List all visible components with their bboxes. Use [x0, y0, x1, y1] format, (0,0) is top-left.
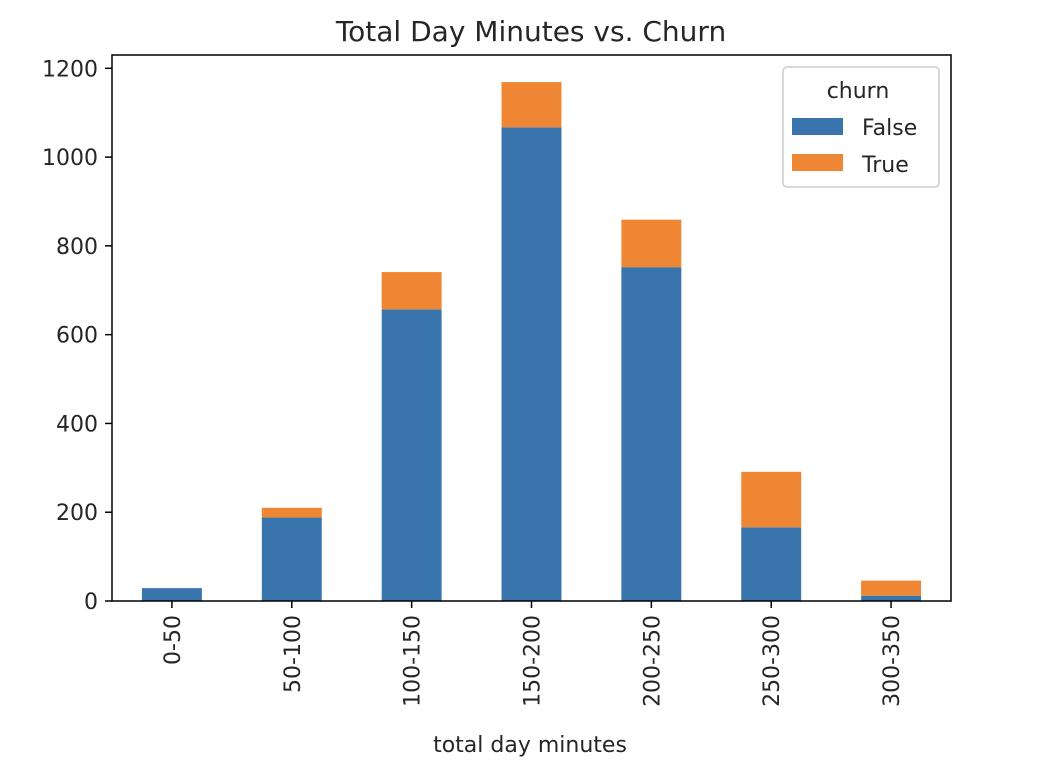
y-tick-label-1200: 1200 [42, 57, 98, 82]
bar-250-300-true [741, 471, 802, 528]
chart-title: Total Day Minutes vs. Churn [335, 15, 726, 48]
legend: churn False True [782, 66, 940, 188]
x-axis: 0-50 50-100 100-150 150-200 200-250 250-300 30… [161, 601, 905, 707]
bar-300-350-true [861, 580, 922, 596]
x-tick-label-300-350: 300-350 [880, 615, 905, 707]
x-tick-label-50-100: 50-100 [281, 615, 306, 693]
y-tick-label-600: 600 [56, 324, 98, 349]
bar-150-200-false [501, 127, 562, 602]
bar-100-150-false [381, 309, 442, 601]
bar-300-350-false [861, 595, 922, 601]
y-tick-label-1000: 1000 [42, 146, 98, 171]
y-tick-label-400: 400 [56, 412, 98, 437]
bar-50-100-true [261, 507, 322, 518]
bar-50-100-false [261, 517, 322, 601]
y-axis: 0 200 400 600 800 1000 1200 [42, 57, 112, 615]
bar-250-300-false [741, 527, 802, 601]
legend-swatch-false [792, 118, 843, 135]
bar-200-250-false [621, 267, 682, 601]
y-tick-label-0: 0 [84, 590, 98, 615]
legend-label-true: True [861, 153, 909, 178]
y-tick-label-800: 800 [56, 235, 98, 260]
y-tick-label-200: 200 [56, 501, 98, 526]
x-tick-label-100-150: 100-150 [401, 615, 426, 707]
plot-frame [111, 54, 952, 602]
x-tick-label-250-300: 250-300 [760, 615, 785, 707]
bar-0-50-false [141, 588, 202, 601]
legend-swatch-true [792, 154, 843, 171]
x-tick-label-200-250: 200-250 [640, 615, 665, 707]
bar-150-200-true [501, 82, 562, 128]
bar-200-250-true [621, 219, 682, 268]
x-tick-label-0-50: 0-50 [161, 615, 186, 665]
x-axis-label: total day minutes [433, 733, 627, 758]
legend-title: churn [827, 79, 890, 104]
bar-100-150-true [381, 272, 442, 310]
x-tick-label-150-200: 150-200 [521, 615, 546, 707]
bars-group [141, 82, 922, 602]
legend-label-false: False [862, 116, 917, 141]
